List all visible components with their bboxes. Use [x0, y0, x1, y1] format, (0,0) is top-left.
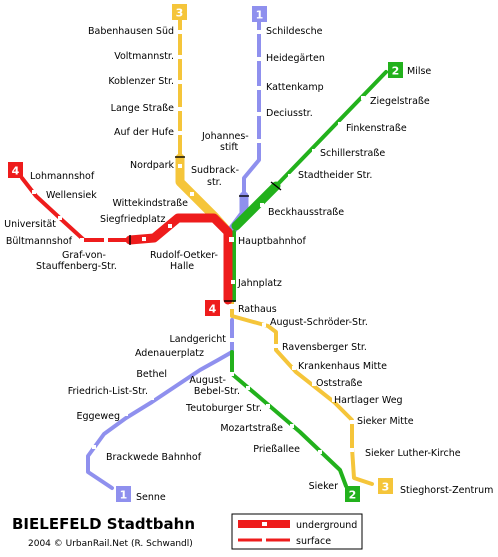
- station-schildesche[interactable]: Schildesche: [266, 26, 323, 37]
- station-sieker-luther-kirche[interactable]: Sieker Luther-Kirche: [365, 448, 461, 459]
- station-august-bebel-2[interactable]: Bebel-Str.: [194, 386, 240, 397]
- line-2-route: [230, 70, 388, 488]
- station-rudolf-oetker-2[interactable]: Halle: [170, 261, 194, 272]
- station-universitaet[interactable]: Universität: [4, 219, 56, 230]
- station-milse[interactable]: Milse: [407, 66, 431, 77]
- station-bethel[interactable]: Bethel: [136, 369, 167, 380]
- line-badge-2-top[interactable]: 2: [388, 62, 403, 78]
- svg-text:2: 2: [349, 489, 357, 502]
- station-landgericht[interactable]: Landgericht: [169, 334, 226, 345]
- svg-text:2: 2: [392, 65, 400, 78]
- svg-text:1: 1: [120, 489, 128, 502]
- station-august-schroeder-str[interactable]: August-Schröder-Str.: [270, 317, 368, 328]
- line-2-north-tunnel: [231, 181, 281, 231]
- legend-underground-station: [262, 522, 267, 526]
- station-adenauerplatz[interactable]: Adenauerplatz: [135, 348, 204, 359]
- line-2-north-surface: [274, 70, 388, 188]
- station-priessallee[interactable]: Prießallee: [253, 444, 300, 455]
- line-badge-3-top[interactable]: 3: [172, 4, 187, 20]
- station-sudbrackstr-1[interactable]: Sudbrack-: [191, 165, 239, 176]
- station-beckhausstrasse[interactable]: Beckhausstraße: [268, 207, 344, 218]
- legend-underground-label: underground: [296, 520, 357, 531]
- station-markers: [32, 30, 365, 454]
- station-wellensiek[interactable]: Wellensiek: [46, 190, 97, 201]
- station-rathaus[interactable]: Rathaus: [238, 304, 277, 315]
- station-deciusstr[interactable]: Deciusstr.: [266, 108, 313, 119]
- legend-surface-label: surface: [296, 536, 331, 547]
- line-4-tunnel: [125, 213, 233, 305]
- station-rudolf-oetker-1[interactable]: Rudolf-Oetker-: [150, 250, 218, 261]
- line-badge-4-center[interactable]: 4: [205, 300, 220, 316]
- line-badge-2-bottom[interactable]: 2: [345, 486, 360, 502]
- station-august-bebel-1[interactable]: August-: [189, 375, 226, 386]
- station-finkenstrasse[interactable]: Finkenstraße: [346, 123, 407, 134]
- station-wittekindstrasse[interactable]: Wittekindstraße: [112, 198, 188, 209]
- station-mozartstrasse[interactable]: Mozartstraße: [220, 423, 283, 434]
- station-johannesstift-2[interactable]: stift: [220, 142, 238, 153]
- station-eggeweg[interactable]: Eggeweg: [76, 411, 120, 422]
- station-krankenhaus-mitte[interactable]: Krankenhaus Mitte: [298, 361, 387, 372]
- station-ziegelstrasse[interactable]: Ziegelstraße: [370, 96, 430, 107]
- station-kattenkamp[interactable]: Kattenkamp: [266, 82, 324, 93]
- svg-text:3: 3: [176, 7, 184, 20]
- station-bueltmannshof[interactable]: Bültmannshof: [6, 236, 73, 247]
- station-sieker[interactable]: Sieker: [309, 481, 339, 492]
- station-auf-der-hufe[interactable]: Auf der Hufe: [114, 127, 174, 138]
- line-badge-4-left[interactable]: 4: [8, 162, 23, 178]
- station-oststrasse[interactable]: Oststraße: [316, 378, 363, 389]
- station-sudbrackstr-2[interactable]: str.: [207, 177, 222, 188]
- svg-text:3: 3: [382, 481, 390, 494]
- legend-surface-station: [262, 538, 266, 542]
- station-johannesstift-1[interactable]: Johannes-: [201, 131, 249, 142]
- station-ravensberger-str[interactable]: Ravensberger Str.: [282, 342, 367, 353]
- station-brackwede-bahnhof[interactable]: Brackwede Bahnhof: [106, 452, 202, 463]
- legend: underground surface: [231, 513, 363, 550]
- legend-box: [231, 513, 363, 550]
- station-lohmannshof[interactable]: Lohmannshof: [30, 171, 95, 182]
- line-1-north-surface: [242, 14, 261, 198]
- station-siegfriedplatz[interactable]: Siegfriedplatz: [100, 214, 166, 225]
- station-nordpark[interactable]: Nordpark: [130, 160, 174, 171]
- svg-text:4: 4: [12, 165, 20, 178]
- line-1-south: [86, 318, 234, 490]
- map-credit: 2004 © UrbanRail.Net (R. Schwandl): [28, 539, 193, 549]
- station-senne[interactable]: Senne: [136, 492, 166, 503]
- station-jahnplatz[interactable]: Jahnplatz: [237, 278, 282, 289]
- line-3-south: [230, 298, 374, 486]
- line-badge-1-bottom[interactable]: 1: [116, 486, 131, 502]
- station-babenhausen-sued[interactable]: Babenhausen Süd: [88, 26, 174, 37]
- line-2-south: [230, 350, 348, 488]
- station-koblenzer-str[interactable]: Koblenzer Str.: [108, 76, 174, 87]
- line-badge-1-top[interactable]: 1: [252, 6, 267, 22]
- portal-line-2: [270, 181, 282, 191]
- svg-text:4: 4: [209, 303, 217, 316]
- tunnel-portals: [129, 156, 282, 302]
- svg-text:1: 1: [256, 9, 264, 22]
- station-voltmannstr[interactable]: Voltmannstr.: [114, 51, 174, 62]
- station-graf-2[interactable]: Stauffenberg-Str.: [36, 261, 117, 272]
- station-lange-strasse[interactable]: Lange Straße: [111, 103, 174, 114]
- station-friedrich-list-str[interactable]: Friedrich-List-Str.: [68, 386, 148, 397]
- line-badge-3-bottom[interactable]: 3: [378, 478, 393, 494]
- map-title: BIELEFELD Stadtbahn: [12, 515, 195, 533]
- station-labels: Babenhausen Süd Voltmannstr. Koblenzer S…: [4, 26, 493, 503]
- station-teutoburger-str[interactable]: Teutoburger Str.: [185, 403, 262, 414]
- station-sieker-mitte[interactable]: Sieker Mitte: [357, 416, 414, 427]
- station-stieghorst-zentrum[interactable]: Stieghorst-Zentrum: [400, 485, 493, 496]
- station-graf-1[interactable]: Graf-von-: [62, 250, 106, 261]
- station-schillerstrasse[interactable]: Schillerstraße: [320, 148, 385, 159]
- station-hartlager-weg[interactable]: Hartlager Weg: [334, 395, 403, 406]
- station-heidegaerten[interactable]: Heidegärten: [266, 53, 325, 64]
- line-4-west-surface: [20, 176, 132, 242]
- station-hauptbahnhof[interactable]: Hauptbahnhof: [238, 236, 306, 247]
- station-stadtheider-str[interactable]: Stadtheider Str.: [298, 170, 372, 181]
